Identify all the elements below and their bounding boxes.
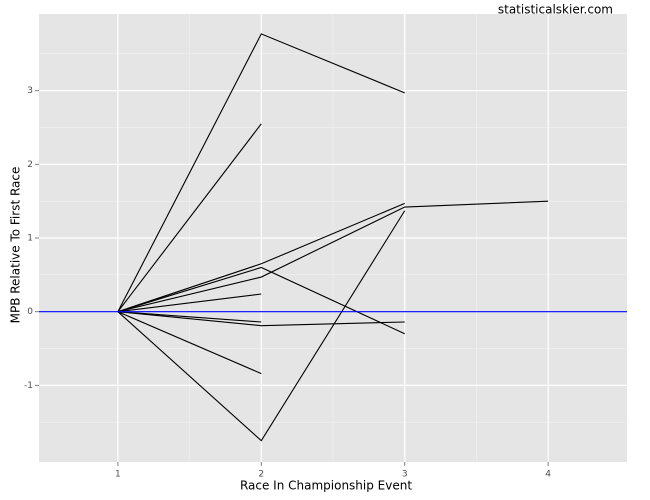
- series-line: [117, 311, 405, 327]
- x-axis-label: Race In Championship Event: [240, 479, 412, 493]
- series-line: [117, 33, 405, 312]
- series-line: [117, 311, 262, 323]
- series-line: [117, 210, 406, 442]
- y-tick-label: 0: [27, 307, 33, 317]
- x-tick-label: 4: [545, 470, 551, 480]
- series-line: [117, 123, 262, 313]
- y-axis-label: MPB Relative To First Race: [9, 167, 23, 324]
- x-tick-label: 3: [402, 470, 408, 480]
- marks: [39, 33, 627, 442]
- y-tick-label: -1: [24, 381, 33, 391]
- series-line: [117, 311, 262, 375]
- y-tick-label: 1: [27, 234, 33, 244]
- watermark: statisticalskier.com: [498, 3, 613, 17]
- y-tick-label: 3: [27, 86, 33, 96]
- x-tick-label: 2: [258, 470, 264, 480]
- y-tick-label: 2: [27, 160, 33, 170]
- series-line: [117, 293, 262, 313]
- series-line: [117, 202, 405, 313]
- x-tick-label: 1: [115, 470, 121, 480]
- series-line: [117, 200, 549, 313]
